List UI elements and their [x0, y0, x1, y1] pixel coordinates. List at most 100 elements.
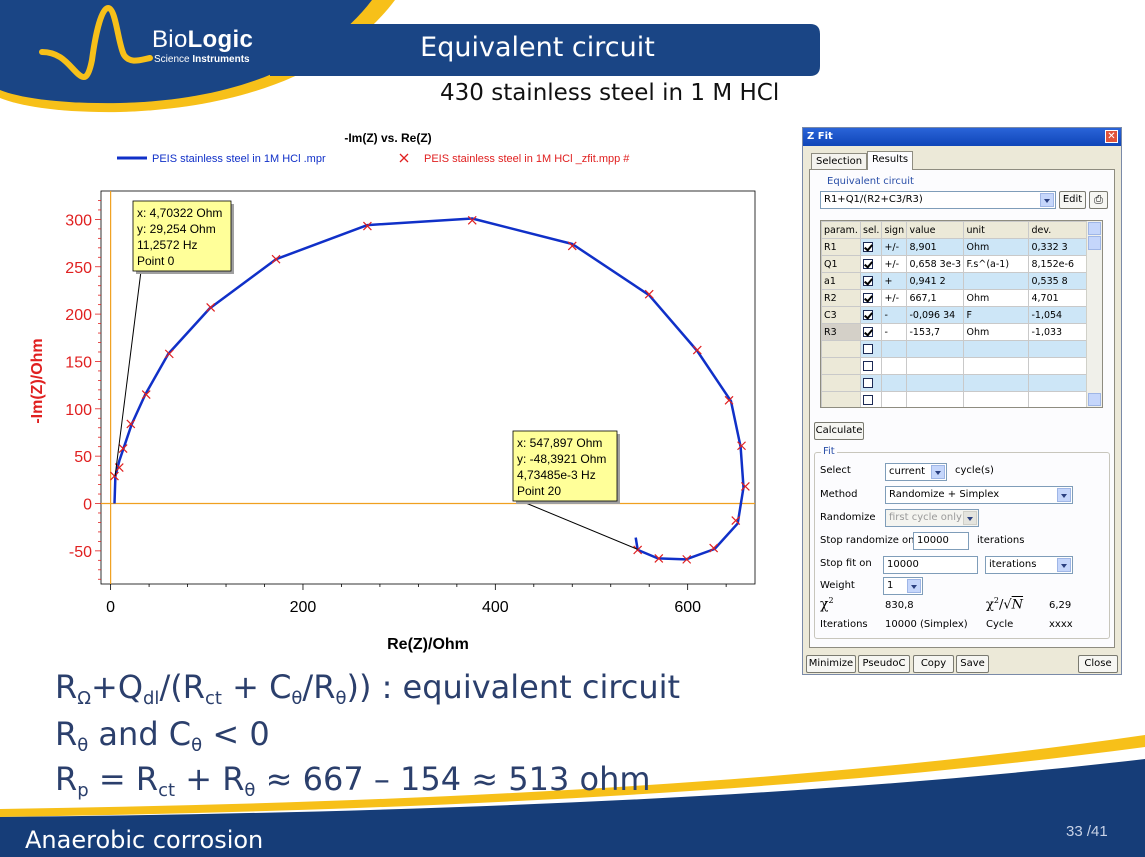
fit-point-marker — [737, 441, 746, 451]
y-axis-label: -Im(Z)/Ohm — [29, 338, 46, 423]
tooltip-box — [512, 430, 618, 502]
sign-cell: +/- — [881, 255, 908, 273]
table-row[interactable] — [821, 340, 1090, 358]
checkbox[interactable] — [863, 259, 873, 269]
stop-fit-unit-value: iterations — [989, 559, 1037, 570]
close-button[interactable]: Close — [1078, 655, 1118, 673]
chi2-value: 830,8 — [885, 600, 914, 611]
unit-cell: Ohm — [963, 289, 1030, 307]
value-cell: -0,096 34 — [906, 306, 965, 324]
param-cell — [821, 340, 861, 358]
fit-point-marker — [206, 303, 216, 312]
checkbox[interactable] — [863, 361, 873, 371]
fit-point-marker — [362, 221, 372, 231]
chi2-symbol: χ2 — [820, 596, 834, 613]
sel-cell[interactable] — [859, 306, 883, 324]
unit-cell: F.s^(a-1) — [963, 255, 1030, 273]
checkbox[interactable] — [863, 310, 873, 320]
value-cell: 667,1 — [906, 289, 965, 307]
table-row[interactable] — [821, 357, 1090, 375]
print-icon[interactable]: ⎙ — [1089, 191, 1108, 209]
chi2-over-sqrt-n-symbol: χ2/√N — [986, 596, 1024, 613]
stop-fit-label: Stop fit on — [820, 558, 872, 569]
y-tick-label: 150 — [65, 354, 92, 371]
chevron-down-icon — [1057, 558, 1071, 572]
table-row[interactable] — [821, 391, 1090, 407]
dev-cell: 0,332 3 — [1028, 238, 1090, 256]
circuit-group-label: Equivalent circuit — [825, 176, 916, 187]
checkbox[interactable] — [863, 395, 873, 405]
calculate-button[interactable]: Calculate — [814, 422, 864, 440]
y-tick-label: 100 — [65, 402, 92, 419]
slide-subtitle: 430 stainless steel in 1 M HCl — [440, 80, 780, 106]
chevron-down-icon — [907, 579, 921, 593]
sel-cell[interactable] — [859, 272, 883, 290]
tab-results[interactable]: Results — [867, 151, 914, 170]
select-dropdown[interactable]: current — [885, 463, 947, 481]
checkbox[interactable] — [863, 344, 873, 354]
legend-entry-fit: PEIS stainless steel in 1M HCl _zfit.mpp… — [424, 153, 630, 165]
method-dropdown[interactable]: Randomize + Simplex — [885, 486, 1073, 504]
legend-cross-marker — [399, 153, 409, 163]
sel-cell[interactable] — [859, 391, 883, 407]
stop-fit-input[interactable]: 10000 — [883, 556, 978, 574]
table-row[interactable]: R3 - -153,7 Ohm -1,033 — [821, 323, 1090, 341]
unit-cell: F — [963, 306, 1030, 324]
x-tick-label: 0 — [106, 599, 115, 616]
scroll-thumb[interactable] — [1088, 236, 1101, 250]
tooltip-line: Point 0 — [137, 254, 175, 268]
dev-cell — [1028, 357, 1090, 375]
sel-cell[interactable] — [859, 340, 883, 358]
y-tick-label: 200 — [65, 307, 92, 324]
sign-cell: + — [881, 272, 908, 290]
sign-cell: +/- — [881, 289, 908, 307]
pseudoc-button[interactable]: PseudoC — [858, 655, 910, 673]
sign-cell — [881, 340, 908, 358]
dev-cell — [1028, 374, 1090, 392]
table-row[interactable]: C3 - -0,096 34 F -1,054 — [821, 306, 1090, 324]
weight-dropdown[interactable]: 1 — [883, 577, 923, 595]
param-cell: R1 — [821, 238, 861, 256]
save-button[interactable]: Save — [956, 655, 989, 673]
data-point-tooltip: x: 4,70322 Ohm y: 29,254 Ohm 11,2572 Hz Poi… — [114, 200, 234, 476]
tab-selection[interactable]: Selection — [811, 153, 868, 169]
stop-randomize-input[interactable]: 10000 — [913, 532, 969, 550]
checkbox[interactable] — [863, 293, 873, 303]
table-scrollbar[interactable] — [1086, 221, 1102, 407]
col-param: param. — [821, 221, 861, 239]
close-icon[interactable]: ✕ — [1105, 130, 1118, 143]
sel-cell[interactable] — [859, 255, 883, 273]
sel-cell[interactable] — [859, 323, 883, 341]
series-line-measured — [113, 217, 745, 561]
sel-cell[interactable] — [859, 289, 883, 307]
checkbox[interactable] — [863, 276, 873, 286]
cycle-value: xxxx — [1049, 619, 1073, 630]
table-row[interactable] — [821, 374, 1090, 392]
tooltip-line: 11,2572 Hz — [137, 238, 198, 252]
checkbox[interactable] — [863, 378, 873, 388]
scroll-up-icon[interactable] — [1088, 222, 1101, 235]
copy-button[interactable]: Copy — [913, 655, 954, 673]
dev-cell: -1,033 — [1028, 323, 1090, 341]
stop-randomize-unit: iterations — [977, 535, 1025, 546]
param-cell: C3 — [821, 306, 861, 324]
checkbox[interactable] — [863, 327, 873, 337]
value-cell — [906, 391, 965, 407]
table-row[interactable]: Q1 +/- 0,658 3e-3 F.s^(a-1) 8,152e-6 — [821, 255, 1090, 273]
table-row[interactable]: R1 +/- 8,901 Ohm 0,332 3 — [821, 238, 1090, 256]
stop-fit-unit-dropdown[interactable]: iterations — [985, 556, 1073, 574]
minimize-button[interactable]: Minimize — [806, 655, 856, 673]
scroll-down-icon[interactable] — [1088, 393, 1101, 406]
table-row[interactable]: a1 +0,941 2 0,535 8 — [821, 272, 1090, 290]
edit-button[interactable]: Edit — [1059, 191, 1086, 209]
equation-line-2: Rθ and Cθ < 0 — [55, 715, 270, 756]
randomize-dropdown[interactable]: first cycle only — [885, 509, 979, 527]
sel-cell[interactable] — [859, 374, 883, 392]
sel-cell[interactable] — [859, 238, 883, 256]
sign-cell — [881, 374, 908, 392]
checkbox[interactable] — [863, 242, 873, 252]
sel-cell[interactable] — [859, 357, 883, 375]
table-row[interactable]: R2 +/- 667,1 Ohm 4,701 — [821, 289, 1090, 307]
circuit-dropdown[interactable]: R1+Q1/(R2+C3/R3) — [820, 191, 1056, 209]
col-sign: sign — [881, 221, 908, 239]
